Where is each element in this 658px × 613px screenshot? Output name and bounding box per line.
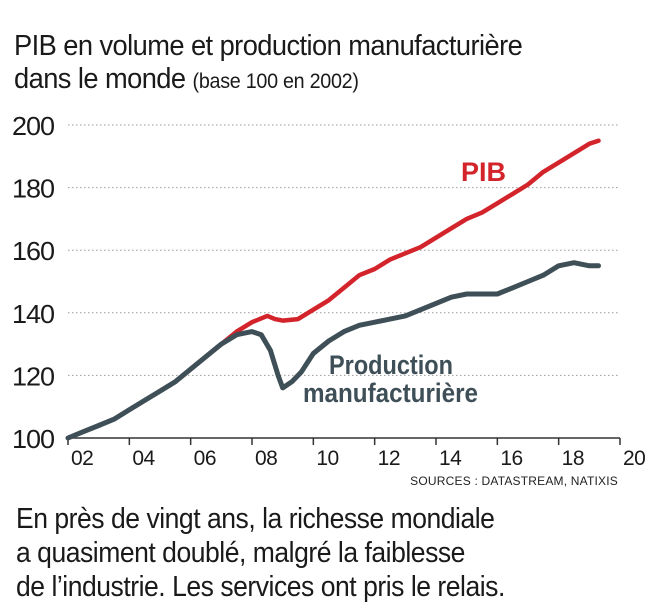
y-axis-ticks: 100 120 140 160 180 200	[12, 111, 56, 454]
manufacturing-series-label-line-2: manufacturière	[303, 378, 478, 408]
x-tick-label-2016: 16	[500, 447, 522, 470]
x-tick-label-2004: 04	[132, 447, 155, 470]
y-tick-label-100: 100	[12, 424, 55, 454]
y-tick-label-160: 160	[12, 236, 55, 266]
x-axis: 02 04 06 08 10 12 14 16 18 20	[67, 437, 646, 470]
x-tick-label-2012: 12	[378, 447, 400, 470]
x-tick-label-2014: 14	[439, 447, 462, 470]
title-line-2: dans le monde (base 100 en 2002)	[14, 63, 606, 98]
caption-line-1: En près de vingt ans, la richesse mondia…	[16, 503, 495, 535]
x-tick-label-2002: 02	[71, 447, 93, 470]
caption: En près de vingt ans, la richesse mondia…	[16, 502, 611, 604]
chart-title: PIB en volume et production manufacturiè…	[14, 30, 606, 98]
title-line-2-text: dans le monde	[14, 63, 186, 95]
caption-line-2: a quasiment doublé, malgré la faiblesse	[16, 537, 465, 569]
y-tick-label-180: 180	[12, 174, 55, 204]
chart-subtitle: (base 100 en 2002)	[192, 70, 359, 93]
sources-note: SOURCES : DATASTREAM, NATIXIS	[410, 474, 618, 488]
y-tick-label-140: 140	[12, 299, 55, 329]
x-tick-label-2008: 08	[255, 447, 277, 470]
x-tick-label-2006: 06	[194, 447, 216, 470]
pib-series-label: PIB	[461, 157, 506, 187]
manufacturing-series-label-line-1: Production	[329, 350, 453, 380]
gridlines	[68, 124, 620, 376]
y-tick-label-120: 120	[12, 361, 55, 391]
x-tick-label-2020: 20	[623, 447, 645, 470]
series-lines	[65, 138, 601, 441]
caption-line-3: de l’industrie. Les services ont pris le…	[16, 571, 505, 603]
y-tick-label-200: 200	[12, 111, 55, 141]
manufacturing-line	[65, 260, 601, 441]
x-tick-label-2018: 18	[562, 447, 584, 470]
x-tick-label-2010: 10	[316, 447, 338, 470]
title-line-1: PIB en volume et production manufacturiè…	[14, 30, 523, 62]
